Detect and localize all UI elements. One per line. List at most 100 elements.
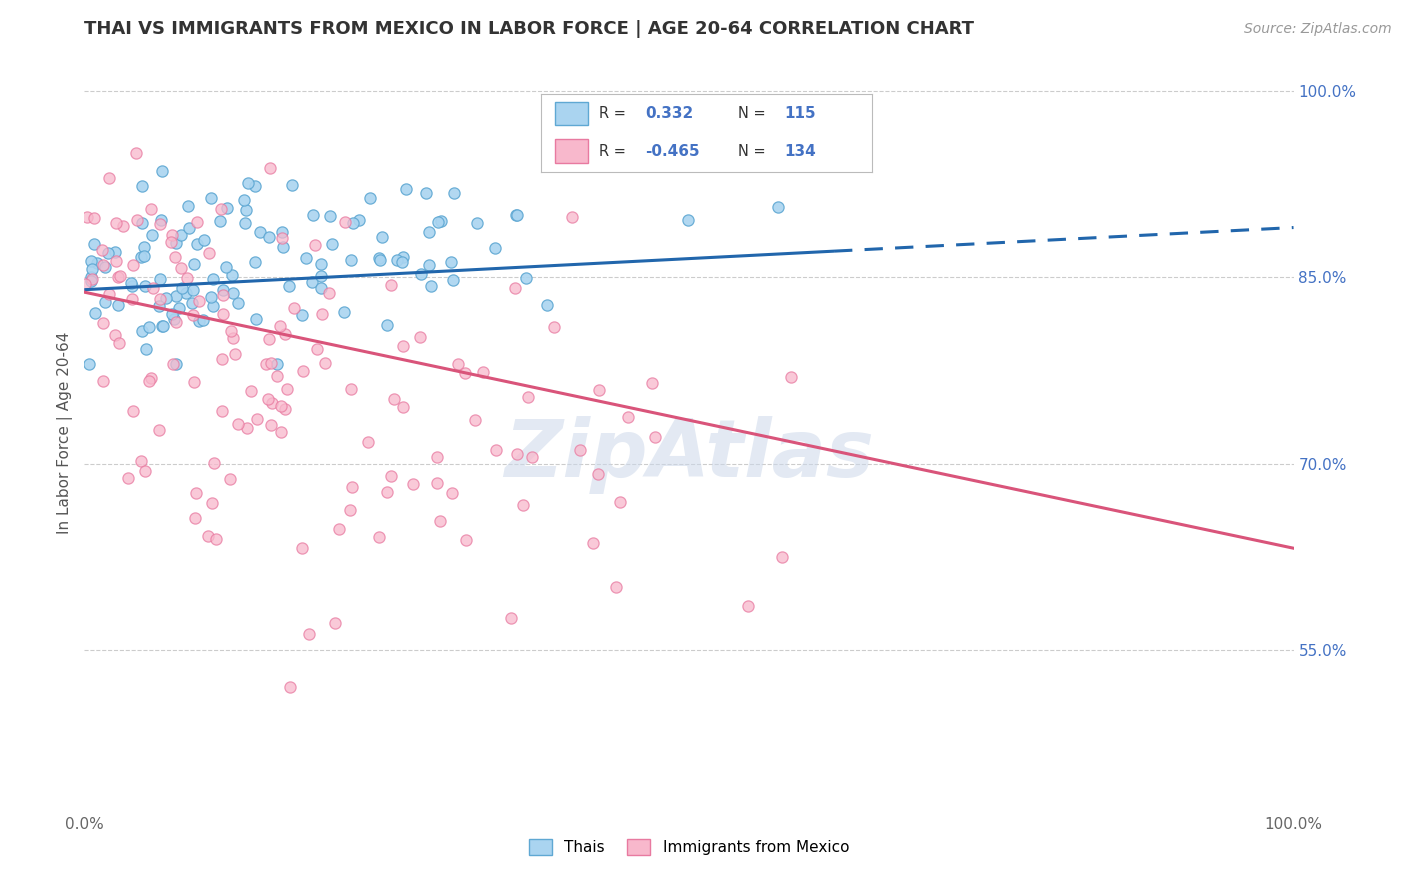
Point [219,324,242,338]
Point [298,626,321,640]
Text: THAI VS IMMIGRANTS FROM MEXICO IN LABOR FORCE | AGE 20-64 CORRELATION CHART: THAI VS IMMIGRANTS FROM MEXICO IN LABOR … [84,21,974,38]
Point [321,236,343,251]
Point [215,260,238,274]
Point [347,212,370,227]
Point [97,286,120,301]
Point [228,417,250,431]
Point [375,318,398,333]
Point [177,221,200,235]
Point [259,161,281,175]
Point [270,231,292,245]
Point [94,295,117,310]
Bar [554,102,588,125]
Point [440,486,463,500]
Point [429,514,451,528]
Point [485,442,508,457]
Point [375,484,398,499]
Point [235,203,257,218]
Point [108,335,131,350]
Point [201,299,224,313]
Point [125,212,148,227]
Point [122,404,145,418]
Point [148,423,170,437]
Point [186,237,208,252]
Point [129,250,152,264]
Point [170,261,193,276]
Point [150,213,173,227]
Point [325,615,347,630]
Point [134,464,156,478]
Point [170,228,193,243]
Text: 115: 115 [785,106,815,121]
Point [522,450,544,464]
Point [543,320,565,334]
Point [454,533,477,548]
Point [640,376,662,390]
Point [221,268,243,283]
Point [167,301,190,315]
Point [211,404,233,418]
Point [97,246,120,260]
Point [271,225,294,239]
Point [257,333,280,347]
Point [197,246,219,260]
Point [111,219,134,234]
Point [93,316,115,330]
Point [283,301,305,315]
Point [90,243,112,257]
Text: 0.332: 0.332 [645,106,693,121]
Point [339,503,361,517]
Point [471,365,494,379]
Point [411,267,433,281]
Point [160,308,183,322]
Point [75,277,97,291]
Point [245,311,267,326]
Point [676,213,699,227]
Point [770,549,793,564]
Point [243,178,266,193]
Point [415,186,437,200]
Point [304,238,326,252]
Point [197,529,219,543]
Point [328,522,350,536]
Point [236,421,259,435]
Point [318,286,340,301]
Point [517,390,540,404]
Point [138,374,160,388]
Point [236,176,259,190]
Point [274,401,297,416]
Point [200,191,222,205]
Point [249,225,271,239]
Point [644,429,666,443]
Point [294,252,316,266]
Point [141,228,163,243]
Point [186,215,208,229]
Point [150,164,173,178]
Point [409,330,432,344]
Point [201,496,224,510]
Point [427,215,450,229]
Point [333,305,356,319]
Point [443,273,465,287]
Point [177,199,200,213]
Point [163,250,186,264]
Point [217,201,239,215]
Point [170,281,193,295]
Point [134,240,156,254]
Point [240,384,263,398]
Point [340,480,363,494]
Point [125,146,148,161]
Point [301,276,323,290]
Point [134,249,156,263]
Point [392,339,415,353]
Point [605,580,627,594]
Point [515,271,537,285]
Legend: Thais, Immigrants from Mexico: Thais, Immigrants from Mexico [523,833,855,861]
Point [103,328,125,343]
Point [245,255,267,269]
Point [280,178,302,192]
Point [586,467,609,482]
Point [318,209,340,223]
Point [226,296,249,310]
Point [181,283,204,297]
